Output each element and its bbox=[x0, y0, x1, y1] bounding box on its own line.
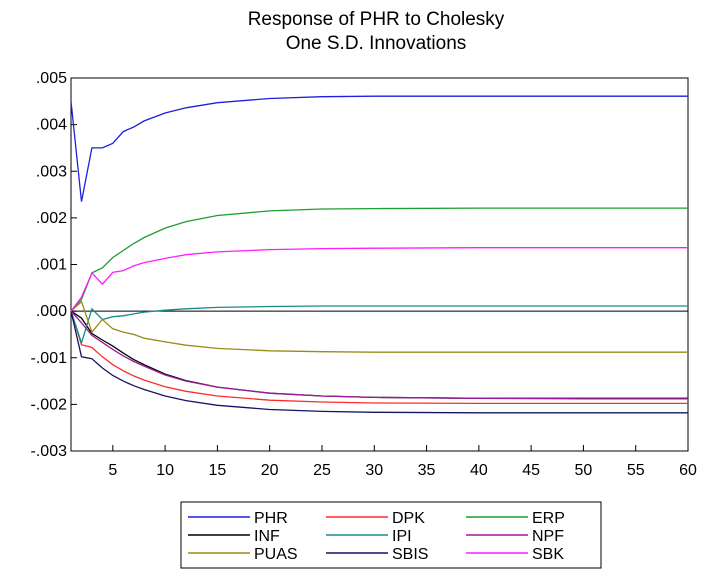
chart-title: Response of PHR to Cholesky bbox=[248, 9, 505, 30]
series-lines bbox=[70, 95, 688, 414]
x-tick-label: 5 bbox=[108, 462, 117, 479]
y-axis: -.003 -.002 -.001 .000 .001 .002 .003 .004 .005 bbox=[31, 70, 77, 460]
legend-label-inf: INF bbox=[254, 528, 280, 545]
x-tick-label: 30 bbox=[365, 462, 383, 479]
y-tick-label: .000 bbox=[36, 303, 67, 320]
x-tick-label: 50 bbox=[575, 462, 593, 479]
y-tick-label: .004 bbox=[36, 117, 67, 134]
series-line-sbis bbox=[70, 310, 688, 414]
x-tick-label: 20 bbox=[261, 462, 279, 479]
y-tick-label: .005 bbox=[36, 70, 67, 87]
legend-box bbox=[180, 501, 602, 569]
legend-label-puas: PUAS bbox=[254, 546, 298, 563]
legend: PHR DPK ERP INF IPI NPF PUAS SBIS SBK bbox=[188, 510, 565, 563]
legend-label-sbis: SBIS bbox=[392, 546, 428, 563]
x-tick-label: 35 bbox=[418, 462, 436, 479]
series-line-phr bbox=[70, 95, 688, 202]
legend-label-dpk: DPK bbox=[392, 510, 425, 527]
legend-label-sbk: SBK bbox=[532, 546, 564, 563]
series-line-puas bbox=[70, 300, 688, 353]
x-tick-label: 40 bbox=[470, 462, 488, 479]
series-line-dpk bbox=[70, 310, 688, 405]
x-tick-label: 45 bbox=[522, 462, 540, 479]
legend-label-npf: NPF bbox=[532, 528, 564, 545]
y-tick-label: -.003 bbox=[31, 443, 68, 460]
x-tick-label: 55 bbox=[627, 462, 645, 479]
y-tick-label: .003 bbox=[36, 163, 67, 180]
chart-subtitle: One S.D. Innovations bbox=[286, 33, 467, 54]
series-line-npf bbox=[70, 310, 688, 400]
legend-label-phr: PHR bbox=[254, 510, 288, 527]
y-tick-label: -.002 bbox=[31, 396, 68, 413]
x-tick-label: 10 bbox=[156, 462, 174, 479]
x-tick-label: 25 bbox=[313, 462, 331, 479]
legend-label-erp: ERP bbox=[532, 510, 565, 527]
series-line-sbk bbox=[70, 247, 688, 312]
y-tick-label: -.001 bbox=[31, 350, 68, 367]
y-tick-label: .002 bbox=[36, 210, 67, 227]
legend-label-ipi: IPI bbox=[392, 528, 412, 545]
x-tick-label: 60 bbox=[679, 462, 697, 479]
x-axis: 5 10 15 20 25 30 35 40 45 50 55 60 bbox=[108, 445, 697, 479]
y-tick-label: .001 bbox=[36, 257, 67, 274]
x-tick-label: 15 bbox=[209, 462, 227, 479]
series-line-erp bbox=[70, 207, 688, 312]
series-line-ipi bbox=[70, 305, 688, 345]
